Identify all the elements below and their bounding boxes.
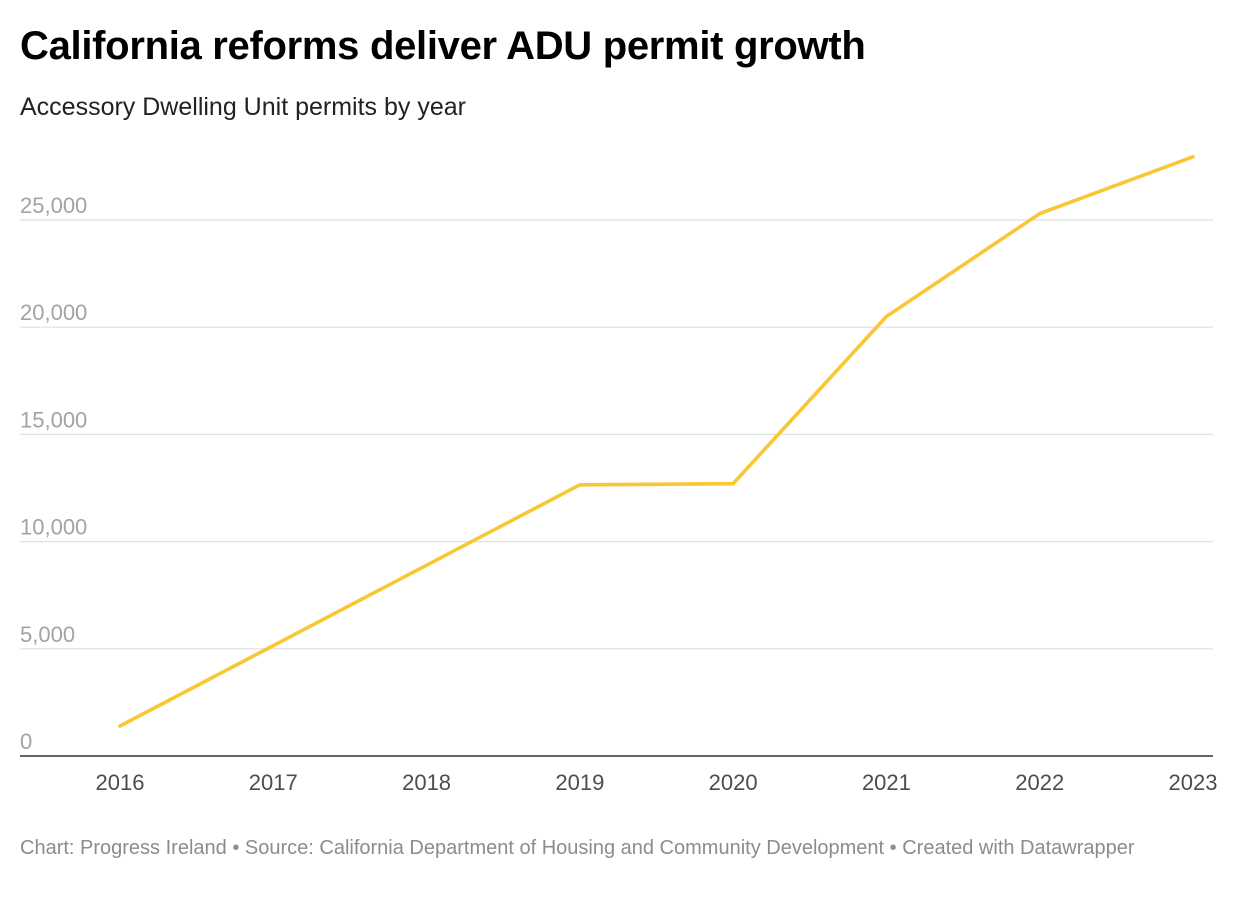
y-tick-label: 20,000 <box>20 300 87 325</box>
gridlines <box>20 219 1213 650</box>
x-tick-label: 2018 <box>402 770 451 795</box>
x-tick-label: 2020 <box>709 770 758 795</box>
y-tick-label: 5,000 <box>20 622 75 647</box>
series-line <box>118 155 1195 728</box>
x-tick-label: 2017 <box>249 770 298 795</box>
x-tick-label: 2021 <box>862 770 911 795</box>
y-tick-label: 0 <box>20 729 32 754</box>
y-axis-tick-labels: 0 5,000 10,000 15,000 20,000 25,000 <box>20 193 87 754</box>
y-tick-label: 10,000 <box>20 515 87 540</box>
x-tick-label: 2019 <box>555 770 604 795</box>
x-tick-label: 2022 <box>1015 770 1064 795</box>
chart-footer: Chart: Progress Ireland • Source: Califo… <box>20 835 1220 861</box>
footer-created-with: Created with Datawrapper <box>902 837 1135 859</box>
footer-separator: • <box>884 837 903 859</box>
series-lines <box>118 155 1195 728</box>
y-tick-label: 25,000 <box>20 193 87 218</box>
chart-title: California reforms deliver ADU permit gr… <box>20 24 866 68</box>
x-axis-tick-labels: 2016 2017 2018 2019 2020 2021 2022 2023 <box>96 770 1218 795</box>
x-tick-label: 2023 <box>1169 770 1218 795</box>
x-tick-label: 2016 <box>96 770 145 795</box>
footer-source: Source: California Department of Housing… <box>244 837 885 859</box>
footer-separator: • <box>226 837 245 859</box>
chart-subtitle: Accessory Dwelling Unit permits by year <box>20 93 466 121</box>
y-tick-label: 15,000 <box>20 407 87 432</box>
footer-chart-credit: Chart: Progress Ireland <box>20 837 227 859</box>
